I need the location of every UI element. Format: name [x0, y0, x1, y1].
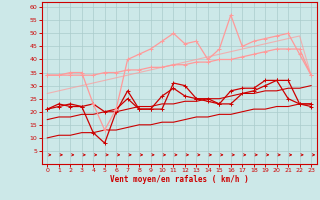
X-axis label: Vent moyen/en rafales ( km/h ): Vent moyen/en rafales ( km/h ) — [110, 175, 249, 184]
